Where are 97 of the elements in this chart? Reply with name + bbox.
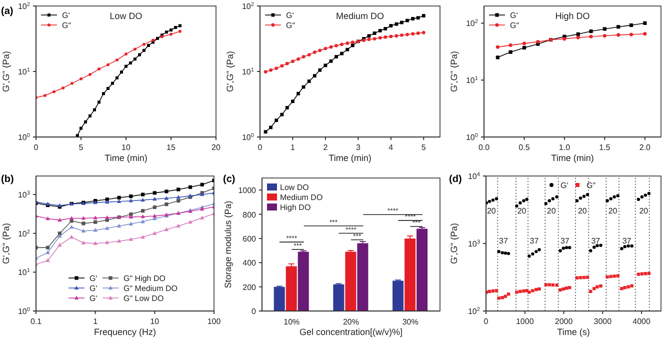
y-tick-label: 10$^{0}$ [466, 133, 478, 142]
x-tick-label: 3000 [594, 317, 612, 326]
x-axis-title: Gel concentration[(w/v)%] [299, 327, 403, 337]
y-tick-label: 600 [242, 234, 257, 244]
x-axis-title: Time (min) [328, 153, 372, 163]
x-tick-label: 4 [388, 143, 394, 152]
y-tick-label: 10$^{3}$ [18, 190, 30, 200]
x-tick-label: 0.0 [478, 143, 490, 152]
y-tick-label: 10$^{0}$ [18, 307, 30, 316]
x-tick-label: 0.1 [30, 317, 42, 326]
y-tick-label: 10$^{1}$ [466, 76, 478, 86]
x-axis-title: Time (s) [557, 327, 590, 337]
text: Low DO [110, 11, 142, 21]
text: (c) [223, 174, 236, 185]
y-tick-label: 10$^{1}$ [18, 268, 30, 278]
y-axis-title: G',G" (Pa) [449, 223, 459, 264]
text: (b) [1, 174, 14, 185]
legend-label: G" [586, 181, 596, 190]
x-tick-label: 0.5 [518, 143, 530, 152]
x-tick-label: 1.5 [599, 143, 611, 152]
y-tick-label: 10$^{0}$ [242, 133, 254, 142]
annotation: 20 [517, 206, 527, 216]
y-tick-label: 10$^{2}$ [18, 2, 30, 11]
y-axis-title: G',G" (Pa) [1, 51, 11, 92]
x-tick-label: 1.0 [558, 143, 571, 152]
annotation: 20 [578, 206, 588, 216]
x-axis-title: Time (min) [104, 153, 148, 163]
text: High DO [555, 11, 590, 21]
legend-label: High DO [280, 203, 311, 212]
y-axis-title: Storage modulus (Pa) [223, 200, 233, 288]
x-axis-title: Frequency (Hz) [94, 327, 156, 337]
annotation: 37 [622, 236, 632, 246]
x-tick-label: 100 [207, 317, 222, 326]
y-tick-label: 200 [242, 282, 257, 292]
legend-label: G' [90, 294, 98, 303]
y-tick-label: 10$^{4}$ [468, 172, 480, 181]
legend-label: G" High DO [124, 274, 166, 283]
x-tick-label: 20 [212, 143, 221, 152]
y-tick-label: 10$^{0}$ [18, 133, 30, 142]
legend-label: G' [90, 284, 98, 293]
x-tick-label: 10% [284, 318, 300, 327]
x-tick-label: 30% [402, 318, 418, 327]
annotation: 20 [639, 206, 649, 216]
x-tick-label: 10 [150, 317, 160, 326]
x-tick-label: 10 [122, 143, 131, 152]
x-tick-label: 0 [258, 143, 263, 152]
annotation: 37 [591, 236, 601, 246]
legend-label: G' [90, 274, 98, 283]
y-tick-label: 10$^{2}$ [468, 307, 480, 316]
y-tick-label: 10$^{1}$ [18, 68, 30, 76]
y-tick-label: 10$^{3}$ [468, 240, 480, 248]
y-tick-label: 10$^{2}$ [242, 2, 254, 11]
legend-label: Low DO [280, 183, 309, 192]
x-tick-label: 1 [290, 143, 296, 152]
y-tick-label: 10$^{2}$ [18, 229, 30, 238]
annotation: 20 [608, 206, 618, 216]
text: (a) [1, 6, 14, 17]
y-tick-label: 800 [242, 210, 257, 220]
x-tick-label: 3 [356, 143, 361, 152]
x-tick-label: 1 [93, 317, 98, 326]
x-tick-label: 5 [78, 143, 84, 152]
y-tick-label: 1000 [238, 186, 257, 196]
legend-label: G" [286, 21, 296, 30]
legend-label: G' [560, 181, 569, 190]
y-tick-label: 0 [252, 307, 257, 316]
legend-label: Medium DO [280, 193, 323, 202]
x-tick-label: 15 [166, 143, 176, 152]
text: Medium DO [336, 11, 384, 21]
legend-label: G" [510, 21, 520, 30]
annotation: 20 [546, 206, 556, 216]
legend-label: G' [510, 11, 518, 20]
annotation: 37 [560, 236, 570, 246]
y-axis-title: G',G" (Pa) [449, 51, 459, 92]
legend-label: G" Low DO [124, 294, 164, 303]
x-tick-label: 4000 [632, 317, 652, 326]
x-tick-label: 5 [421, 143, 426, 152]
x-tick-label: 1000 [516, 317, 534, 326]
x-tick-label: 2000 [554, 317, 574, 326]
y-tick-label: 10$^{2}$ [466, 19, 478, 28]
x-tick-label: 20% [342, 318, 360, 327]
x-tick-label: 2 [323, 143, 328, 152]
y-tick-label: 400 [242, 258, 257, 268]
text: (d) [449, 174, 462, 185]
annotation: 20 [486, 206, 496, 216]
legend-label: G" Medium DO [124, 284, 178, 293]
y-axis-title: G',G" (Pa) [1, 223, 11, 264]
y-tick-label: 10$^{1}$ [242, 68, 254, 76]
y-axis-title: G',G" (Pa) [225, 51, 235, 92]
x-tick-label: 0 [34, 143, 39, 152]
annotation: 37 [530, 236, 540, 246]
x-axis-title: Time (min) [551, 153, 594, 163]
x-tick-label: 2.0 [639, 143, 652, 152]
legend-label: G' [286, 11, 294, 20]
legend-label: G" [62, 21, 72, 30]
x-tick-label: 0 [484, 317, 489, 326]
annotation: 37 [499, 236, 508, 246]
legend-label: G' [62, 11, 70, 20]
